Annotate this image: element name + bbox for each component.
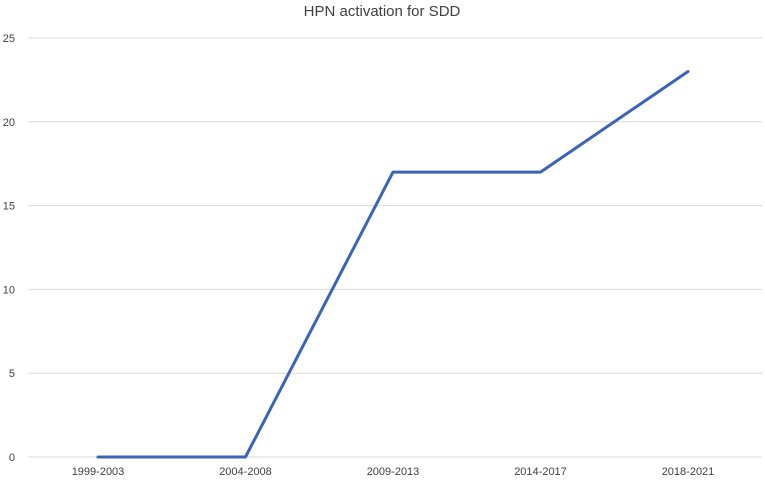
x-tick-label: 2004-2008 [219, 466, 272, 478]
y-tick-label: 15 [3, 201, 15, 213]
x-tick-label: 2018-2021 [662, 466, 715, 478]
x-tick-label: 2014-2017 [514, 466, 567, 478]
series-layer [96, 70, 690, 459]
x-axis-tick-labels: 1999-2003 2004-2008 2009-2013 2014-2017 2018… [72, 466, 715, 478]
gridlines [28, 37, 762, 458]
y-tick-label: 20 [3, 117, 15, 129]
y-tick-label: 10 [3, 284, 15, 296]
chart-title: HPN activation for SDD [304, 3, 461, 20]
series-line [96, 70, 690, 459]
y-axis-tick-labels: 0 5 10 15 20 25 [3, 33, 15, 464]
x-tick-label: 2009-2013 [367, 466, 420, 478]
x-tick-label: 1999-2003 [72, 466, 125, 478]
y-tick-label: 0 [9, 452, 15, 464]
y-tick-label: 5 [9, 368, 15, 380]
y-tick-label: 25 [3, 33, 15, 45]
